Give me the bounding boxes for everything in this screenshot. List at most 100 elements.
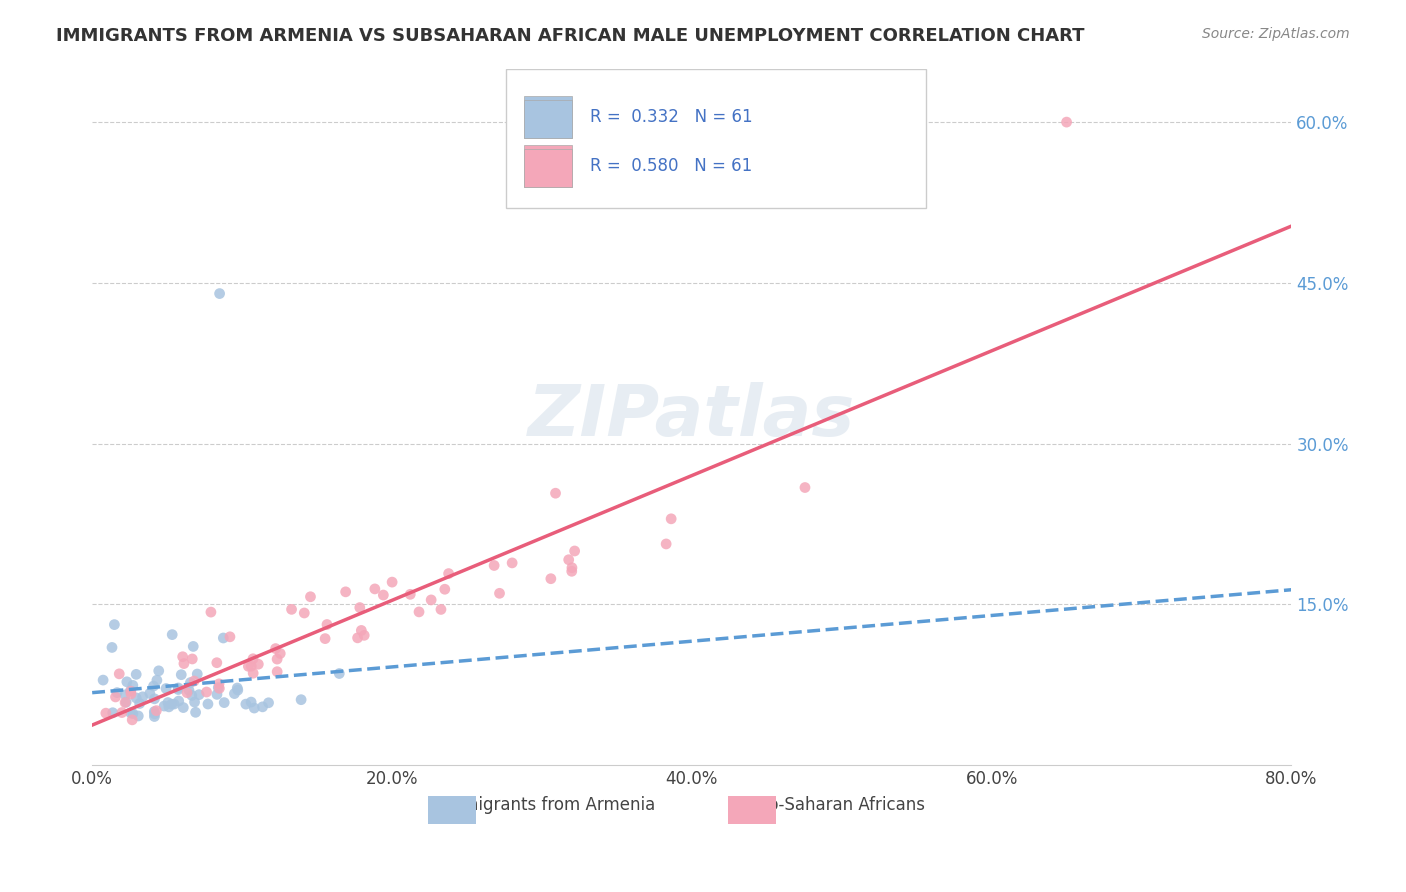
Point xyxy=(235,697,257,711)
Point xyxy=(179,675,201,690)
Point xyxy=(156,696,179,710)
Point xyxy=(328,666,350,681)
Point xyxy=(146,673,169,688)
Text: Source: ZipAtlas.com: Source: ZipAtlas.com xyxy=(1202,27,1350,41)
Point xyxy=(433,582,456,597)
FancyBboxPatch shape xyxy=(506,69,925,208)
Point xyxy=(91,673,114,687)
Point xyxy=(299,590,322,604)
Point xyxy=(177,683,200,698)
FancyBboxPatch shape xyxy=(524,96,572,138)
Point xyxy=(488,586,510,600)
FancyBboxPatch shape xyxy=(524,145,572,187)
Point xyxy=(242,666,264,681)
Point xyxy=(399,587,422,601)
Point xyxy=(128,697,150,711)
Point xyxy=(205,656,228,670)
Point xyxy=(181,652,204,666)
Point xyxy=(238,659,260,673)
Point xyxy=(155,681,177,696)
Point xyxy=(114,696,136,710)
Point xyxy=(181,640,204,654)
Point xyxy=(381,575,404,590)
Point xyxy=(564,544,586,558)
Point xyxy=(120,684,142,698)
Point xyxy=(167,682,190,697)
Point xyxy=(266,652,288,666)
Point xyxy=(143,706,166,721)
Text: IMMIGRANTS FROM ARMENIA VS SUBSAHARAN AFRICAN MALE UNEMPLOYMENT CORRELATION CHAR: IMMIGRANTS FROM ARMENIA VS SUBSAHARAN AF… xyxy=(56,27,1085,45)
Point xyxy=(430,602,453,616)
Text: ZIPatlas: ZIPatlas xyxy=(529,383,855,451)
Point xyxy=(373,588,395,602)
Point xyxy=(200,605,222,619)
Point xyxy=(172,700,194,714)
Point xyxy=(316,617,339,632)
Point xyxy=(120,683,142,698)
Point xyxy=(143,691,166,706)
Point xyxy=(183,673,205,688)
FancyBboxPatch shape xyxy=(728,797,776,824)
Point xyxy=(160,698,183,712)
Point xyxy=(335,584,357,599)
Point xyxy=(148,664,170,678)
Point xyxy=(501,556,523,570)
Point xyxy=(176,686,198,700)
Point xyxy=(105,685,128,699)
Point xyxy=(121,713,143,727)
Point xyxy=(120,706,142,720)
Point xyxy=(353,628,375,642)
Point xyxy=(1056,115,1078,129)
Point xyxy=(208,286,231,301)
Point xyxy=(561,560,583,574)
Point xyxy=(139,686,162,700)
Point xyxy=(243,701,266,715)
Point xyxy=(240,659,263,673)
Point xyxy=(659,512,682,526)
Point xyxy=(125,690,148,705)
Point xyxy=(257,696,280,710)
Point xyxy=(142,679,165,693)
Point xyxy=(163,697,186,711)
Point xyxy=(252,699,274,714)
Point xyxy=(292,606,315,620)
FancyBboxPatch shape xyxy=(524,100,572,138)
Point xyxy=(290,692,312,706)
Point xyxy=(482,558,505,573)
Point xyxy=(408,605,430,619)
Point xyxy=(104,690,127,704)
Point xyxy=(226,683,249,698)
Point xyxy=(544,486,567,500)
Point xyxy=(122,706,145,721)
Point xyxy=(153,699,176,714)
Point xyxy=(240,695,263,709)
Point xyxy=(111,706,134,720)
Point xyxy=(794,481,817,495)
Point xyxy=(108,666,131,681)
Point xyxy=(180,689,202,703)
Point xyxy=(114,688,136,702)
Point xyxy=(280,602,302,616)
Point xyxy=(101,640,124,655)
Point xyxy=(224,687,246,701)
Point xyxy=(101,706,124,720)
Point xyxy=(115,695,138,709)
Point xyxy=(188,688,211,702)
Point xyxy=(269,647,291,661)
Point xyxy=(170,667,193,681)
Text: Sub-Saharan Africans: Sub-Saharan Africans xyxy=(747,796,925,814)
Point xyxy=(208,681,231,696)
Point xyxy=(205,687,228,701)
Point xyxy=(167,694,190,708)
Point xyxy=(212,696,235,710)
Point xyxy=(540,572,562,586)
Point xyxy=(167,681,190,695)
Point xyxy=(212,631,235,645)
Point xyxy=(115,674,138,689)
Point xyxy=(208,677,231,691)
Point xyxy=(125,667,148,681)
Point xyxy=(131,690,153,704)
Point xyxy=(120,687,142,701)
Point xyxy=(561,564,583,578)
Point xyxy=(420,593,443,607)
